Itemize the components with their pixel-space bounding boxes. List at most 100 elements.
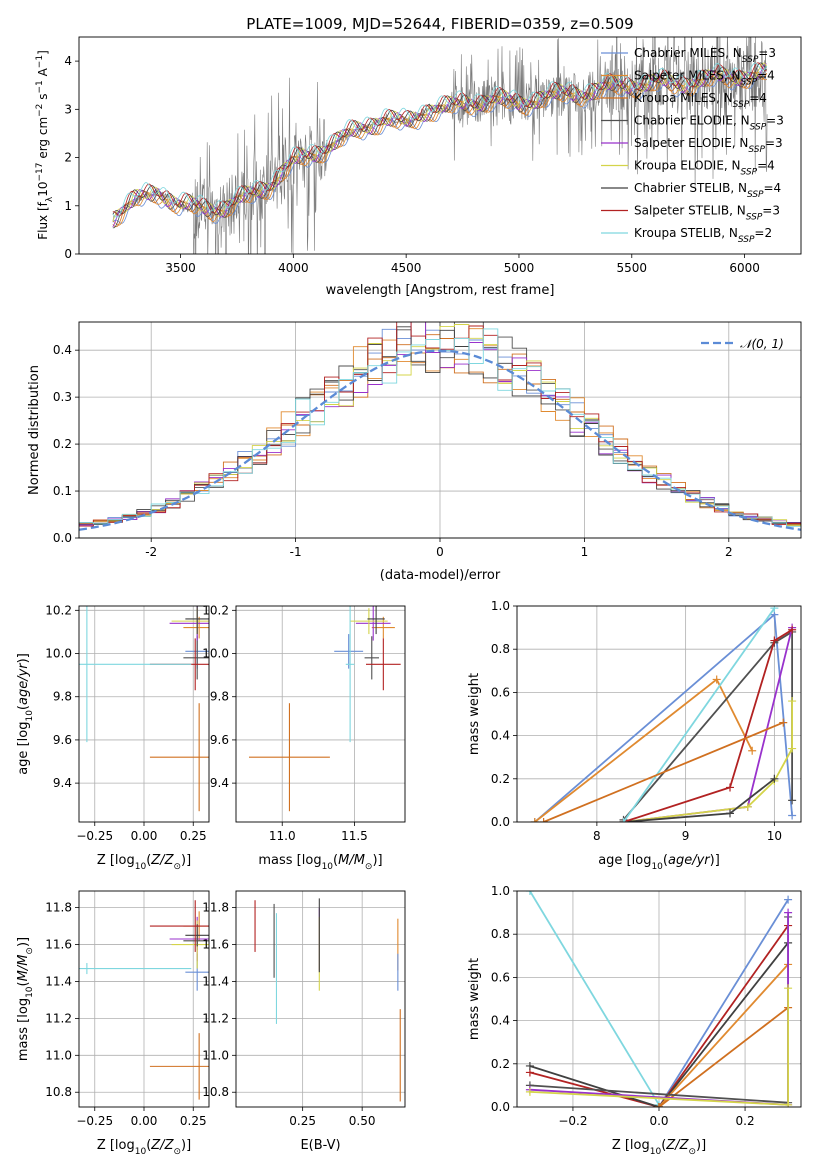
legend-label-part: =2 <box>754 226 772 240</box>
legend-label-part: =4 <box>757 69 775 83</box>
x-axis-label-part: )] <box>181 853 191 868</box>
mass-vs-Z-panel: −0.25 0.00 0.25 10.8 11.0 11.2 11.4 11.6 11.8 <box>45 890 210 1128</box>
axes-frame <box>516 890 802 1108</box>
weight-line <box>529 942 789 1107</box>
weight-marker <box>779 718 788 727</box>
y-axis-label-part: )] <box>16 937 31 947</box>
x-tick-label: 0.25 <box>180 829 207 843</box>
y-axis-label-part: 10 <box>25 986 35 998</box>
weight-marker <box>784 908 793 917</box>
x-axis-label-part: M/M <box>338 853 365 868</box>
weight-marker <box>770 774 779 783</box>
y-axis-label-part: age/yr <box>16 662 31 705</box>
spectrum-panel: 3500 4000 4500 5000 5500 6000 0 1 2 3 4 Chabrier MI… <box>64 36 802 275</box>
y-axis-label-part: ( <box>16 981 31 986</box>
y-tick-label: 0.8 <box>491 927 510 941</box>
axes-frame <box>235 890 406 1108</box>
x-axis-label: mass [log10(M/M⊙)] <box>258 853 382 872</box>
plot-area <box>79 322 801 531</box>
weight-vs-Z-panel: −0.2 0.0 0.2 0.0 0.2 0.4 0.6 0.8 1.0 <box>491 884 802 1128</box>
y-axis-label-part: 10 <box>36 182 50 197</box>
weight-marker <box>748 746 757 755</box>
x-tick-label: 6000 <box>729 261 760 275</box>
y-tick-label: 11.0 <box>45 1048 72 1062</box>
axes-frame <box>235 605 406 823</box>
y-tick-label: 9.4 <box>53 776 72 790</box>
legend-label: Kroupa MILES, NSSP=4 <box>634 91 767 110</box>
weight-line <box>529 925 789 1107</box>
y-tick-label: 9.6 <box>210 733 229 747</box>
x-tick-label: 0.25 <box>180 1114 207 1128</box>
x-axis-label: Z [log10(Z/Z⊙)] <box>97 853 191 872</box>
legend-label-part: =3 <box>762 204 780 218</box>
y-tick-label: 0.2 <box>491 772 510 786</box>
weight-line <box>658 899 789 1107</box>
x-tick-label: 5500 <box>617 261 648 275</box>
weight-vs-age-panel: 8 9 10 0.0 0.2 0.4 0.6 0.8 1.0 <box>491 599 802 843</box>
axes-frame <box>78 36 802 255</box>
age-vs-Z-panel: −0.25 0.00 0.25 9.4 9.6 9.8 10.0 10.2 <box>45 603 210 843</box>
weight-line <box>529 891 660 1106</box>
y-axis-label-part: M/M <box>16 955 31 982</box>
legend-label: Chabrier MILES, NSSP=3 <box>634 46 776 65</box>
y-tick-label: 9.6 <box>53 733 72 747</box>
y-tick-label: 9.8 <box>210 690 229 704</box>
plot-area <box>525 891 793 1107</box>
y-axis-label-part: −2 <box>35 104 45 117</box>
y-tick-label: 0.4 <box>491 729 510 743</box>
weight-line <box>623 701 793 822</box>
legend-label-part: SSP <box>748 145 765 155</box>
y-tick-label: 0.6 <box>491 970 510 984</box>
x-axis-label-part: Z [log <box>97 853 135 868</box>
x-axis-label-part: Z/Z <box>150 1138 174 1153</box>
legend-label-part: =3 <box>766 114 784 128</box>
weight-marker <box>525 1061 534 1070</box>
y-tick-label: 10.2 <box>202 603 229 617</box>
y-tick-label: 10.0 <box>45 647 72 661</box>
weight-marker <box>530 818 539 822</box>
x-tick-label: 11.0 <box>269 829 296 843</box>
x-axis-label-part: ( <box>661 1138 666 1153</box>
mass-vs-EBV-panel: 0.25 0.50 10.8 11.0 11.2 11.4 11.6 11.8 <box>202 890 406 1128</box>
x-axis-label-part: age/yr <box>668 853 711 868</box>
y-axis-label-part: A <box>36 67 50 80</box>
x-axis-label: age [log10(age/yr)] <box>598 853 720 872</box>
y-axis-label-part: 10 <box>25 710 35 722</box>
x-axis-label-part: ( <box>333 853 338 868</box>
x-tick-label: 9 <box>682 829 690 843</box>
legend-label-part: SSP <box>733 100 750 110</box>
legend-label-part: Chabrier ELODIE, N <box>634 114 750 128</box>
y-axis-label-part: −1 <box>35 55 45 68</box>
y-tick-label: 9.4 <box>210 776 229 790</box>
x-axis-label-part: ( <box>146 853 151 868</box>
y-tick-label: 0.0 <box>491 1100 510 1114</box>
y-axis-label-part: mass [log <box>16 998 31 1061</box>
legend-label-part: Kroupa ELODIE, N <box>634 159 741 173</box>
legend-label-part: =4 <box>764 181 782 195</box>
legend-label-part: =3 <box>765 136 783 150</box>
x-axis-label: Z [log10(Z/Z⊙)] <box>612 1138 706 1157</box>
y-axis-label: age [log10(age/yr)] <box>16 653 35 775</box>
legend-label-part: SSP <box>741 78 758 88</box>
axes-frame <box>78 890 210 1108</box>
y-tick-label: 0.4 <box>491 1014 510 1028</box>
x-axis-label-part: ( <box>663 853 668 868</box>
legend-label-part: Chabrier MILES, N <box>634 46 742 60</box>
legend-label-part: =3 <box>758 46 776 60</box>
y-tick-label: 10.8 <box>202 1085 229 1099</box>
y-tick-label: 2 <box>64 151 72 165</box>
plot-area <box>112 37 768 254</box>
x-axis-label: E(B-V) <box>300 1138 340 1153</box>
weight-marker <box>788 625 797 634</box>
x-tick-label: 4000 <box>278 261 309 275</box>
y-tick-label: 1.0 <box>491 599 510 613</box>
plot-area <box>79 900 209 1100</box>
weight-marker <box>655 1103 663 1107</box>
weight-line <box>622 607 776 822</box>
weight-marker <box>539 818 548 822</box>
y-axis-label-part: ( <box>16 705 31 710</box>
x-tick-label: 0.50 <box>349 1114 376 1128</box>
legend-label-part: SSP <box>747 190 764 200</box>
legend-label-part: SSP <box>738 235 755 245</box>
